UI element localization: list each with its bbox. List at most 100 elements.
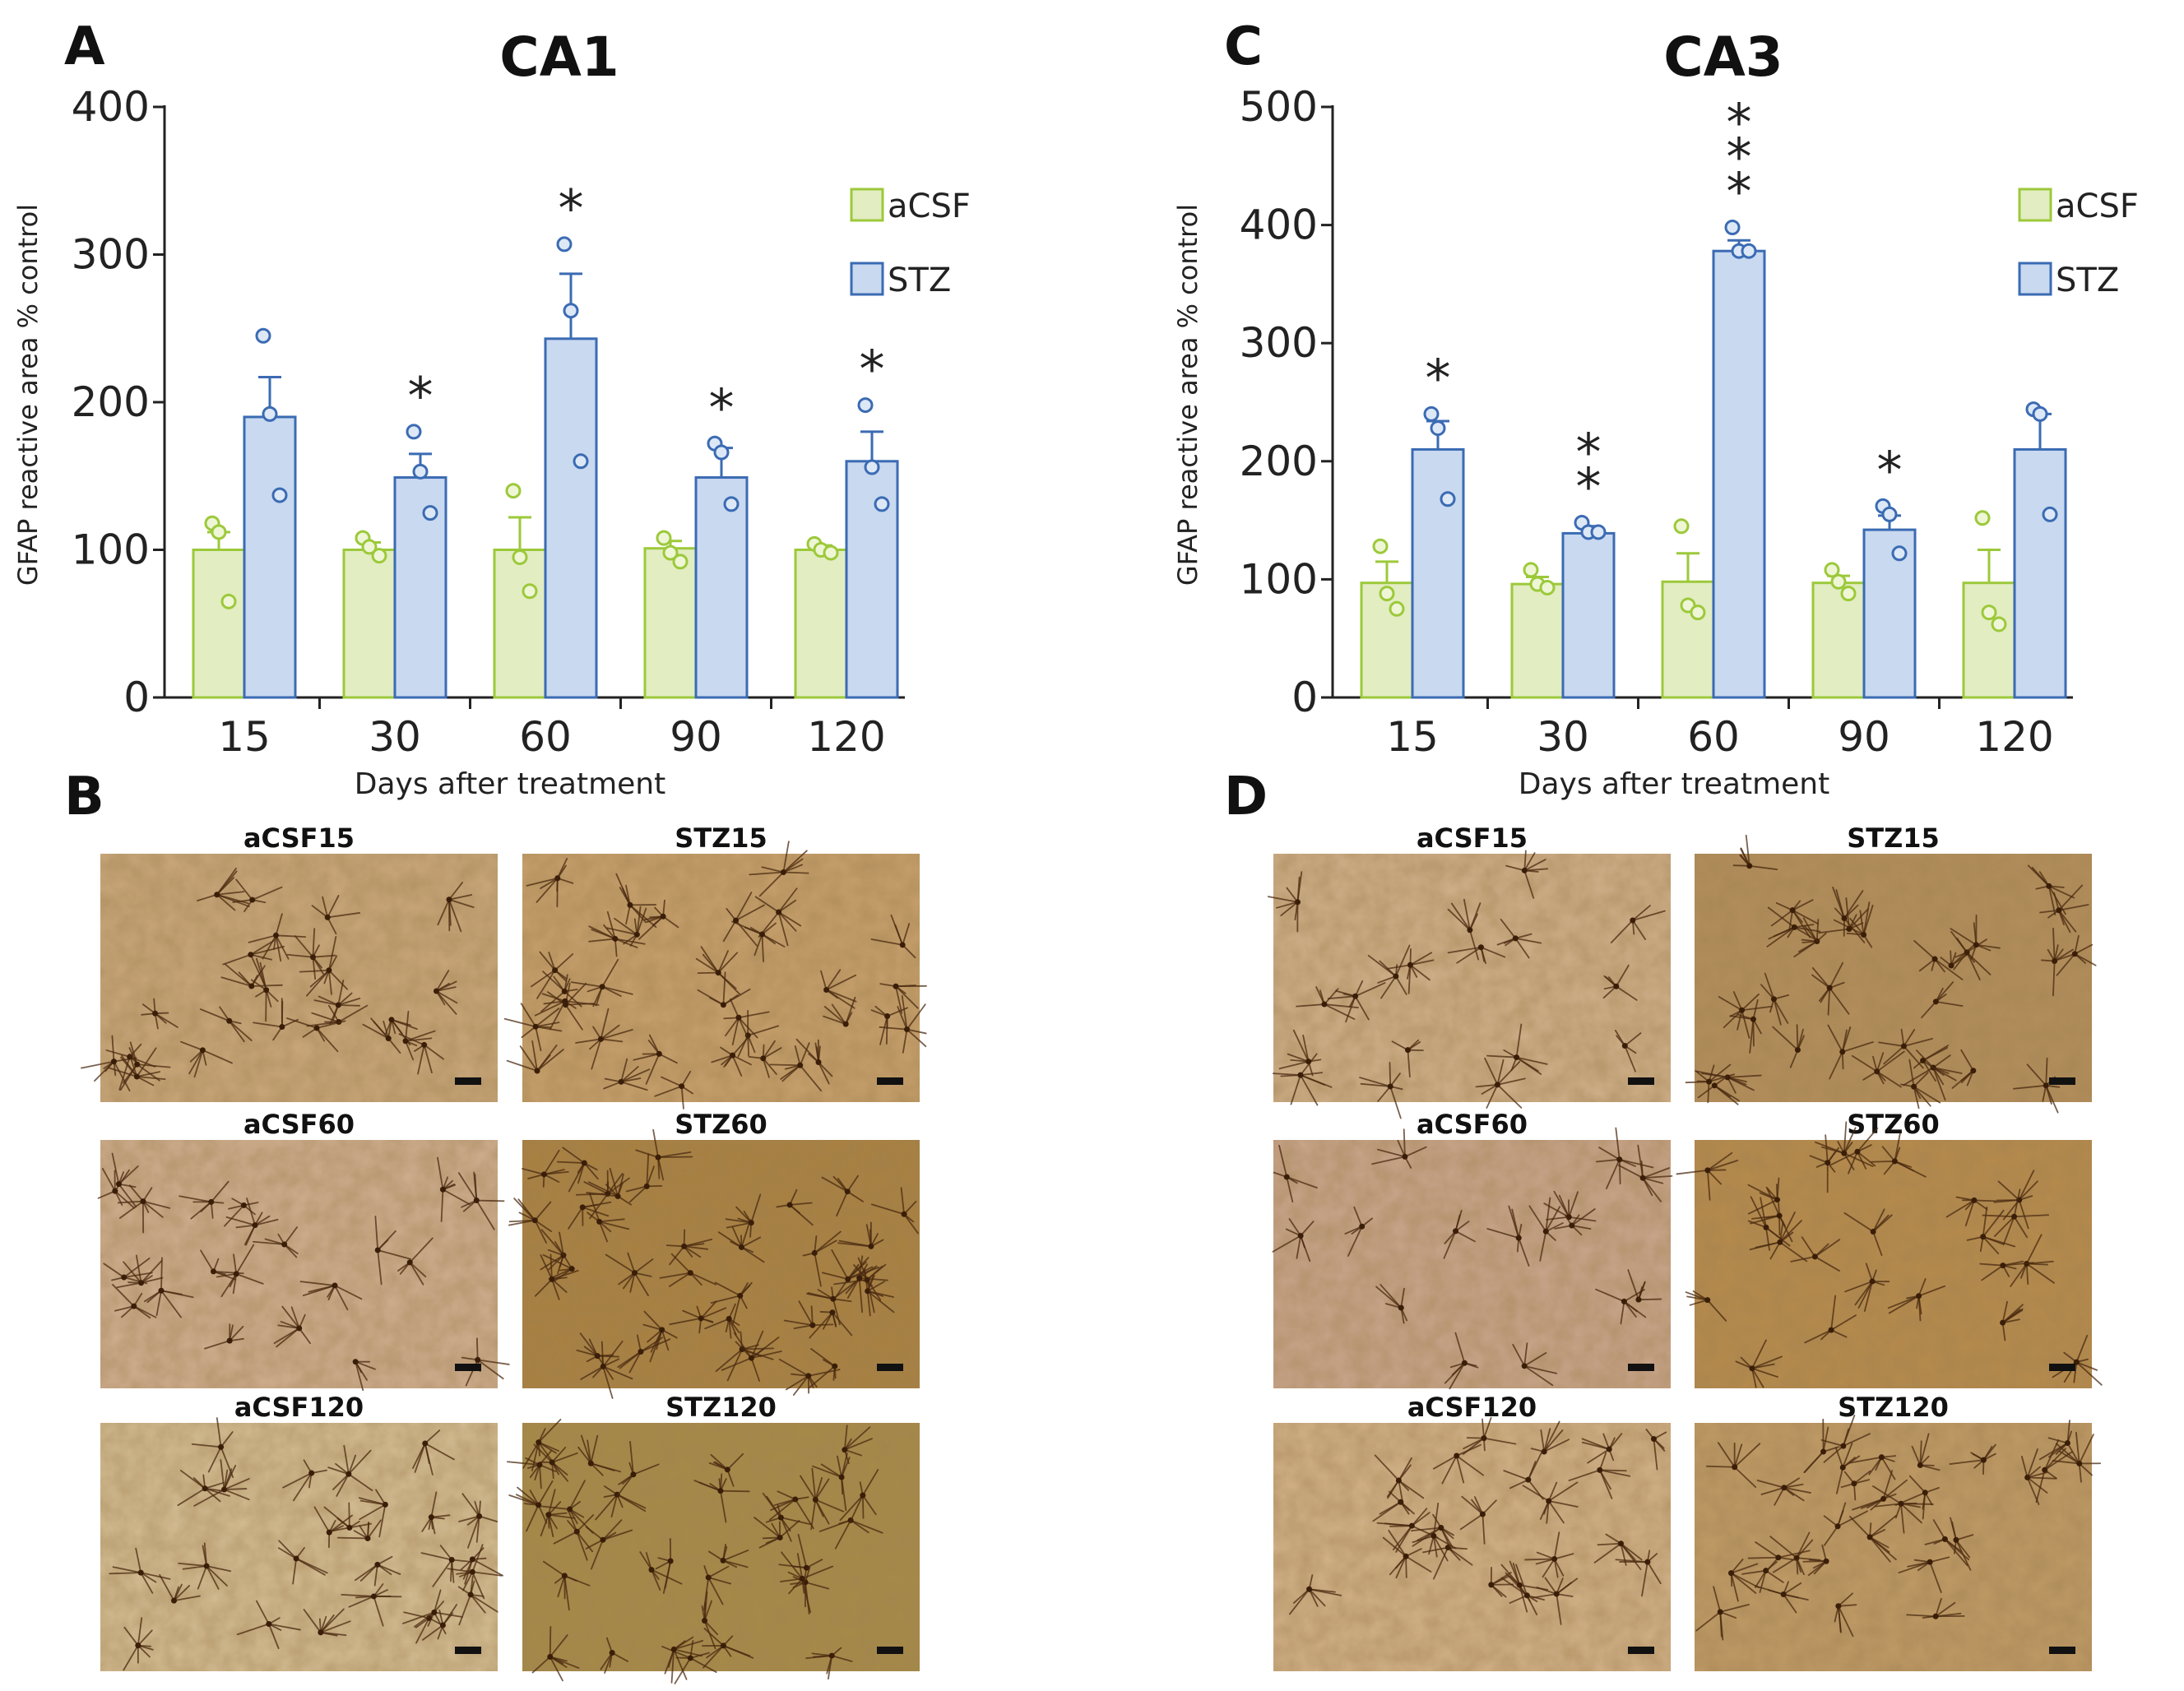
- micrograph-acsf15: aCSF15: [81, 822, 498, 1102]
- data-point: [361, 539, 378, 555]
- significance-star: *: [1877, 440, 1903, 500]
- bar-acsf-30: [342, 549, 396, 699]
- data-point: [662, 544, 679, 561]
- data-point: [573, 453, 589, 470]
- bar-stz-90: [1862, 528, 1917, 699]
- micrograph-texture: [100, 1423, 498, 1671]
- y-tick-label: 200: [1240, 438, 1318, 485]
- y-axis-label: GFAP reactive area % control: [12, 204, 44, 586]
- legend: aCSF STZ: [2018, 188, 2139, 299]
- micrograph-title: STZ60: [675, 1109, 767, 1140]
- bar-acsf-120: [794, 549, 848, 699]
- bar-acsf-60: [493, 549, 547, 699]
- bar-acsf-90: [1811, 581, 1866, 699]
- data-point: [1389, 600, 1405, 617]
- significance-star: *: [1426, 348, 1451, 408]
- bar-stz-120: [2013, 447, 2067, 699]
- x-tick-label: 60: [519, 713, 572, 761]
- legend-label-stz: STZ: [888, 262, 951, 299]
- data-point: [512, 549, 528, 565]
- micrograph-title: STZ15: [1847, 822, 1940, 854]
- micrograph-title: STZ15: [675, 822, 767, 854]
- data-point: [1539, 579, 1556, 595]
- micrograph-title: STZ120: [665, 1392, 777, 1423]
- data-point: [1673, 518, 1690, 535]
- data-point: [874, 496, 890, 512]
- data-point: [2042, 506, 2058, 522]
- panel-letter-a: A: [64, 16, 105, 77]
- micrograph-title: aCSF60: [1417, 1109, 1528, 1140]
- micrograph-texture: [100, 854, 498, 1102]
- micrograph-stz15: STZ15: [503, 822, 927, 1110]
- x-tick-label: 15: [218, 713, 271, 761]
- micrograph-title: STZ120: [1838, 1392, 1949, 1423]
- x-tick-label: 30: [1537, 713, 1589, 761]
- x-tick-label: 120: [1975, 713, 2053, 761]
- micrograph-stz15: STZ15: [1685, 822, 2097, 1114]
- astrocytes: [1272, 1127, 1673, 1390]
- data-point: [713, 444, 730, 461]
- x-tick-label: 60: [1687, 713, 1740, 761]
- bar-stz-30: [393, 476, 447, 699]
- data-point: [1741, 243, 1757, 259]
- data-point: [1430, 420, 1446, 437]
- data-point: [406, 424, 422, 440]
- data-point: [823, 544, 839, 561]
- significance-star: *: [408, 366, 434, 426]
- data-point: [371, 548, 387, 564]
- micrograph-title: aCSF120: [1407, 1392, 1537, 1423]
- micrograph-stz60: STZ60: [508, 1109, 920, 1399]
- scale-bar: [877, 1647, 903, 1654]
- astrocytes: [97, 1152, 510, 1392]
- data-point: [1830, 573, 1847, 590]
- micrograph-texture: [522, 854, 920, 1102]
- x-tick-label: 90: [670, 713, 722, 761]
- bar-acsf-90: [643, 547, 698, 699]
- micrograph-texture: [1695, 1423, 2092, 1671]
- data-point: [672, 554, 689, 570]
- micrograph-acsf120: aCSF120: [1273, 1392, 1671, 1671]
- micrograph-stz60: STZ60: [1676, 1109, 2103, 1388]
- data-point: [1379, 586, 1395, 602]
- data-point: [211, 524, 227, 540]
- micrograph-title: aCSF15: [1417, 822, 1528, 854]
- panel-letter-c: C: [1224, 16, 1263, 77]
- legend-label-acsf: aCSF: [888, 188, 971, 225]
- data-point: [556, 236, 573, 252]
- data-point: [220, 593, 237, 609]
- micrograph-title: aCSF120: [234, 1392, 364, 1423]
- scale-bar: [455, 1647, 481, 1654]
- data-point: [1590, 524, 1607, 540]
- scale-bar: [2049, 1647, 2075, 1654]
- micrograph-texture: [1273, 1423, 1671, 1671]
- chart-title: CA1: [499, 25, 619, 89]
- data-point: [1981, 605, 1997, 621]
- data-point: [1974, 510, 1991, 526]
- data-point: [522, 583, 538, 600]
- data-point: [1423, 405, 1440, 422]
- chart-title: CA3: [1663, 25, 1783, 89]
- astrocytes: [1267, 850, 1666, 1119]
- astrocytes: [1695, 1414, 2102, 1641]
- data-point: [255, 327, 271, 344]
- micrograph-acsf60: aCSF60: [97, 1109, 510, 1392]
- y-tick-label: 0: [123, 674, 150, 721]
- bar-stz-60: [544, 337, 598, 699]
- data-point: [656, 530, 672, 546]
- bar-stz-120: [845, 460, 899, 699]
- x-tick-label: 90: [1838, 713, 1890, 761]
- astrocytes: [81, 868, 475, 1091]
- micrograph-acsf120: aCSF120: [100, 1392, 503, 1671]
- y-tick-label: 300: [72, 231, 150, 279]
- astrocytes: [1676, 1121, 2103, 1388]
- x-tick-label: 120: [807, 713, 885, 761]
- data-point: [2032, 405, 2048, 422]
- scale-bar: [2049, 1364, 2075, 1371]
- significance-star: *: [1727, 161, 1752, 221]
- y-tick-label: 200: [72, 378, 150, 426]
- scale-bar: [455, 1364, 481, 1371]
- micrograph-grid-ca3: aCSF15 STZ15 aCSF60 STZ60 aCSF120 STZ120: [1267, 822, 2103, 1671]
- data-point: [1840, 586, 1857, 602]
- significance-star: *: [1727, 92, 1752, 152]
